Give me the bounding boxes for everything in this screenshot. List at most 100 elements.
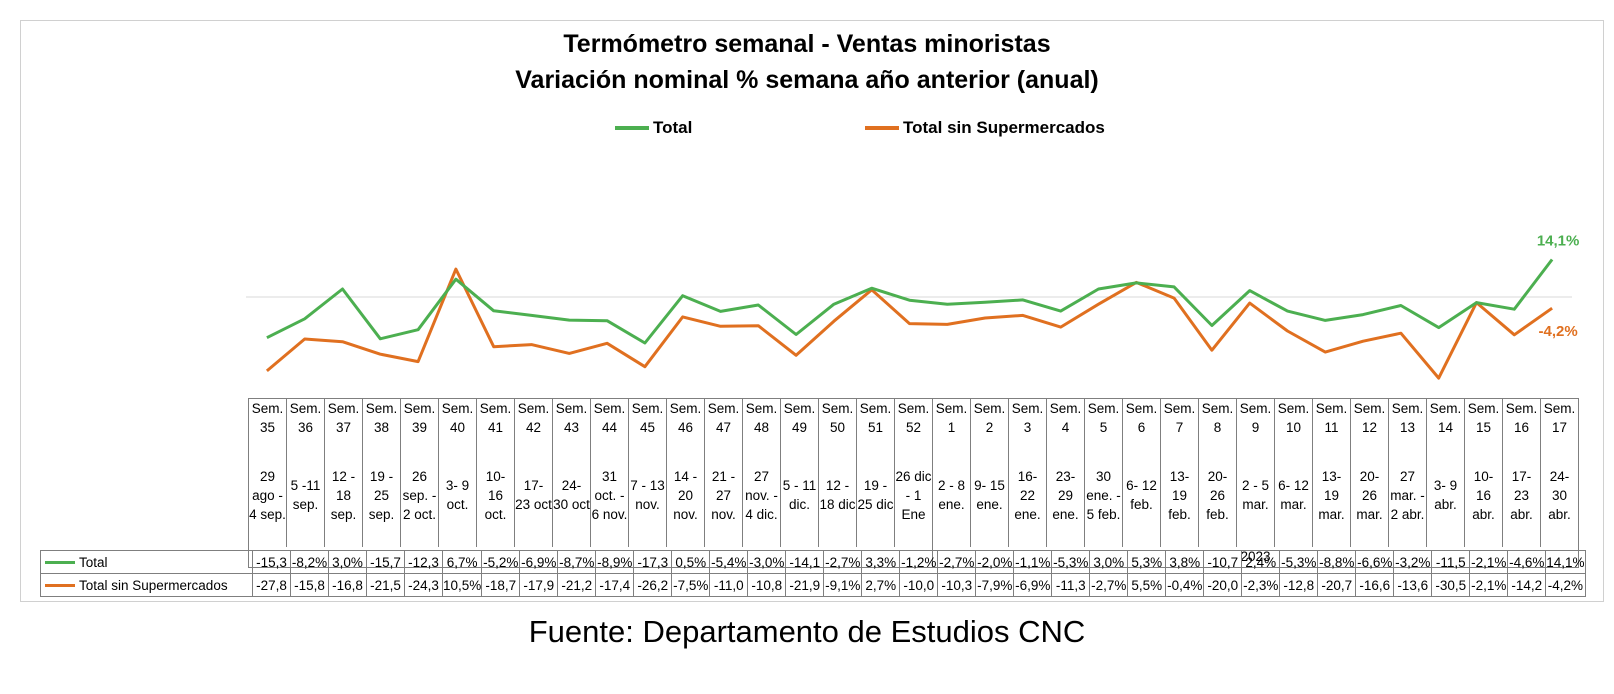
week-header-cell: Sem. 39 bbox=[400, 398, 439, 443]
week-header-cell: Sem. 11 bbox=[1312, 398, 1351, 443]
data-cell: -8,7% bbox=[557, 550, 597, 574]
week-header-cell: Sem. 1 bbox=[932, 398, 971, 443]
week-header-cell: Sem. 12 bbox=[1350, 398, 1389, 443]
data-cell: -21,2 bbox=[557, 573, 597, 597]
data-cell: 6,7% bbox=[441, 550, 483, 574]
week-header-cell: Sem. 14 bbox=[1426, 398, 1465, 443]
week-header-cell: Sem. 42 bbox=[514, 398, 553, 443]
week-header-cell: Sem. 10 bbox=[1274, 398, 1313, 443]
chart-title: Termómetro semanal - Ventas minoristas bbox=[563, 30, 1051, 58]
week-date-cell: 5 - 11 dic. bbox=[780, 443, 819, 547]
data-cell: -3,0% bbox=[747, 550, 787, 574]
data-cell: -10,7 bbox=[1203, 550, 1243, 574]
data-cell: -10,3 bbox=[937, 573, 977, 597]
data-cell: -16,8 bbox=[328, 573, 367, 597]
week-header-cell: Sem. 35 bbox=[248, 398, 287, 443]
week-date-cell: 24- 30 abr. bbox=[1540, 443, 1579, 547]
data-cell: -2,7% bbox=[937, 550, 977, 574]
week-header-cell: Sem. 44 bbox=[590, 398, 629, 443]
data-cell: -17,4 bbox=[595, 573, 635, 597]
data-cell: -2,3% bbox=[1241, 573, 1281, 597]
source-note: Fuente: Departamento de Estudios CNC bbox=[528, 614, 1086, 649]
week-date-cell: 31 oct. - 6 nov. bbox=[590, 443, 629, 547]
week-header-cell: Sem. 45 bbox=[628, 398, 667, 443]
data-cell: -27,8 bbox=[252, 573, 291, 597]
data-cell: 3,0% bbox=[328, 550, 367, 574]
data-cell: -2,0% bbox=[975, 550, 1015, 574]
week-header-cell: Sem. 38 bbox=[362, 398, 401, 443]
legend-label-total: Total bbox=[653, 118, 693, 137]
data-cell: -26,2 bbox=[633, 573, 673, 597]
data-cell: 5,5% bbox=[1127, 573, 1167, 597]
data-cell: -11,0 bbox=[709, 573, 749, 597]
data-cell: -8,9% bbox=[595, 550, 635, 574]
data-cell: -6,9% bbox=[519, 550, 559, 574]
data-cell: -7,9% bbox=[975, 573, 1015, 597]
week-date-cell: 27 mar. - 2 abr. bbox=[1388, 443, 1427, 547]
week-table: Sem. 35 Sem. 36 Sem. 37 Sem. 38 Sem. 39 Sem. … bbox=[248, 398, 1579, 568]
week-header-cell: Sem. 47 bbox=[704, 398, 743, 443]
legend-item-total: Total bbox=[615, 118, 692, 138]
week-header-cell: Sem. 40 bbox=[438, 398, 477, 443]
week-date-cell: 20- 26 mar. bbox=[1350, 443, 1389, 547]
data-cell: -8,8% bbox=[1317, 550, 1357, 574]
data-cell: -14,2 bbox=[1507, 573, 1547, 597]
week-date-cell: 14 - 20 nov. bbox=[666, 443, 705, 547]
week-date-cell: 26 dic - 1 Ene bbox=[894, 443, 933, 547]
week-date-cell: 12 - 18 dic bbox=[818, 443, 857, 547]
data-cell: -5,2% bbox=[481, 550, 521, 574]
data-cell: -1,1% bbox=[1013, 550, 1053, 574]
row-label-sin-super: Total sin Supermercados bbox=[40, 573, 253, 597]
week-date-cell: 12 - 18 sep. bbox=[324, 443, 363, 547]
week-date-row: 29 ago - 4 sep. 5 -11 sep. 12 - 18 sep. 19 … bbox=[248, 443, 1579, 547]
week-header-cell: Sem. 49 bbox=[780, 398, 819, 443]
data-cell: -12,8 bbox=[1279, 573, 1319, 597]
legend-swatch-total bbox=[615, 126, 649, 130]
data-cell: -5,4% bbox=[709, 550, 749, 574]
end-label-total: 14,1% bbox=[1537, 232, 1580, 249]
week-header-cell: Sem. 37 bbox=[324, 398, 363, 443]
week-header-cell: Sem. 50 bbox=[818, 398, 857, 443]
week-header-cell: Sem. 36 bbox=[286, 398, 325, 443]
week-header-cell: Sem. 6 bbox=[1122, 398, 1161, 443]
data-cell: -2,7% bbox=[823, 550, 863, 574]
week-date-cell: 3- 9 abr. bbox=[1426, 443, 1465, 547]
data-row-sin-super: Total sin Supermercados -27,8 -15,8 -16,8 -… bbox=[40, 573, 1586, 597]
row-label-total: Total bbox=[40, 550, 253, 574]
row-name-total: Total bbox=[79, 554, 108, 570]
data-cell: -0,4% bbox=[1165, 573, 1205, 597]
data-cell: -14,1 bbox=[785, 550, 825, 574]
legend-item-sin-super: Total sin Supermercados bbox=[865, 118, 1105, 138]
week-header-cell: Sem. 9 bbox=[1236, 398, 1275, 443]
week-header-cell: Sem. 48 bbox=[742, 398, 781, 443]
data-cell: -8,2% bbox=[290, 550, 329, 574]
week-header-cell: Sem. 41 bbox=[476, 398, 515, 443]
data-cell: -15,8 bbox=[290, 573, 329, 597]
week-header-cell: Sem. 7 bbox=[1160, 398, 1199, 443]
week-header-cell: Sem. 16 bbox=[1502, 398, 1541, 443]
data-cell: -17,9 bbox=[519, 573, 559, 597]
data-cell: -4,2% bbox=[1545, 573, 1586, 597]
week-header-cell: Sem. 2 bbox=[970, 398, 1009, 443]
data-cell: -12,3 bbox=[404, 550, 443, 574]
row-swatch-sin-super bbox=[45, 584, 75, 588]
series-line-sin-super bbox=[265, 267, 1553, 380]
data-cell: 14,1% bbox=[1545, 550, 1586, 574]
data-cell: -6,9% bbox=[1013, 573, 1053, 597]
data-cell: -11,3 bbox=[1051, 573, 1091, 597]
week-date-cell: 13- 19 feb. bbox=[1160, 443, 1199, 547]
data-cell: -11,5 bbox=[1431, 550, 1471, 574]
data-cell: -4,6% bbox=[1507, 550, 1547, 574]
data-row-total: Total -15,3 -8,2% 3,0% -15,7 -12,3 6,7% -5,2% -… bbox=[40, 550, 1586, 574]
data-cell: -21,9 bbox=[785, 573, 825, 597]
week-date-cell: 9- 15 ene. bbox=[970, 443, 1009, 547]
week-header-cell: Sem. 46 bbox=[666, 398, 705, 443]
data-cell: -9,1% bbox=[823, 573, 863, 597]
end-label-sin-super: -4,2% bbox=[1539, 323, 1578, 340]
week-header-cell: Sem. 8 bbox=[1198, 398, 1237, 443]
data-cell: -30,5 bbox=[1431, 573, 1471, 597]
legend-swatch-sin-super bbox=[865, 126, 899, 130]
data-cell: -16,6 bbox=[1355, 573, 1395, 597]
data-cell: 3,3% bbox=[861, 550, 901, 574]
data-cell: -1,2% bbox=[899, 550, 939, 574]
